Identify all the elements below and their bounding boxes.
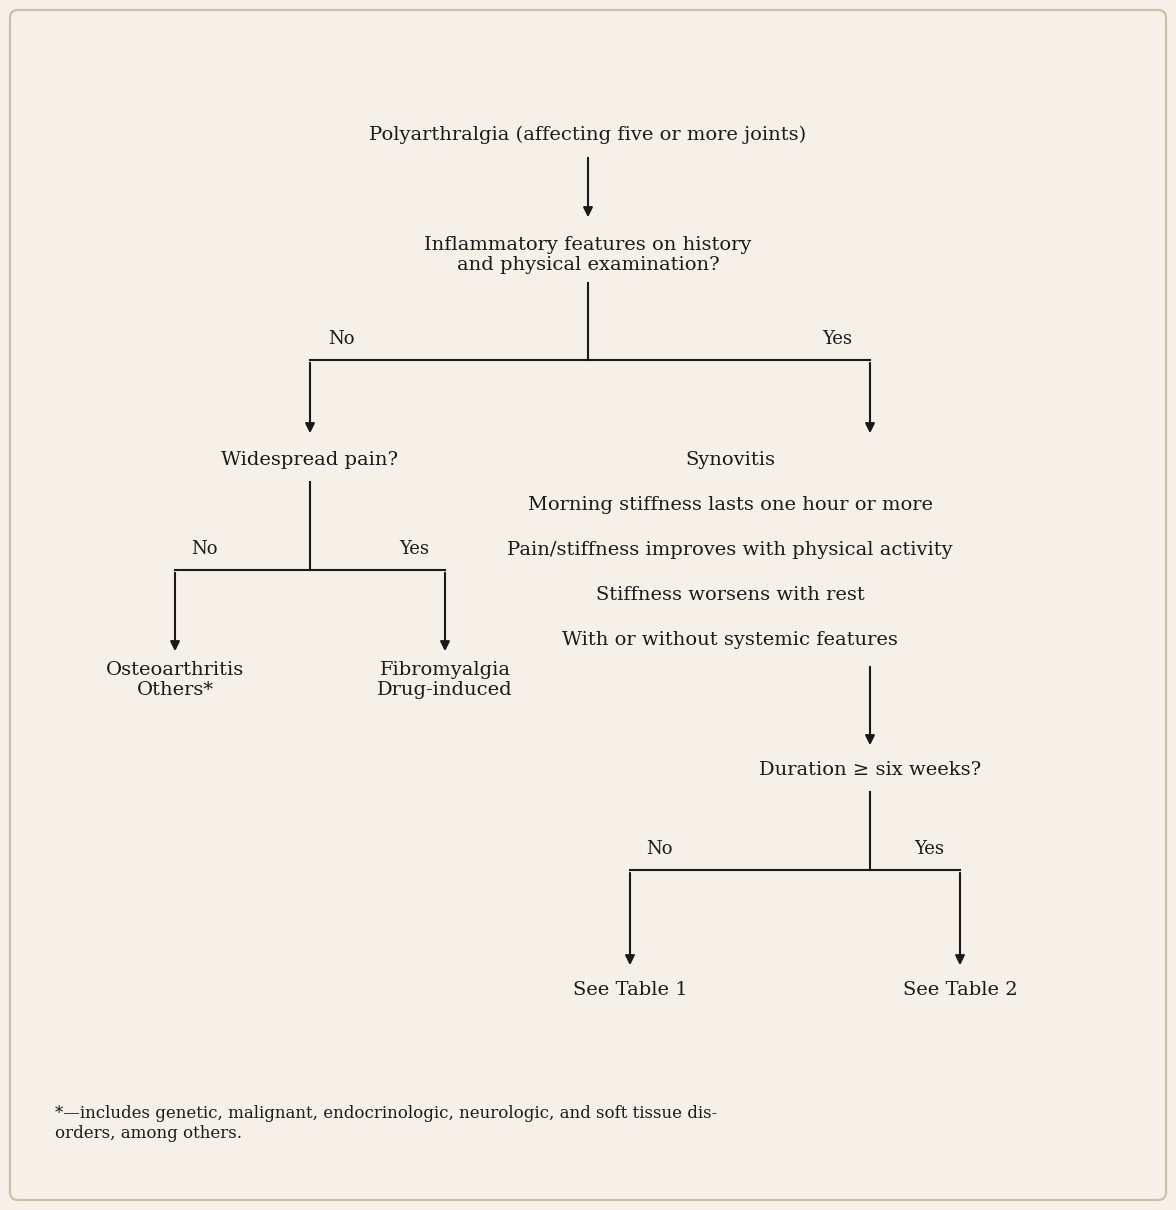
Text: Polyarthralgia (affecting five or more joints): Polyarthralgia (affecting five or more j… [369, 126, 807, 144]
Text: Morning stiffness lasts one hour or more: Morning stiffness lasts one hour or more [528, 496, 933, 514]
Text: See Table 1: See Table 1 [573, 981, 687, 999]
Text: With or without systemic features: With or without systemic features [562, 630, 898, 649]
Text: Yes: Yes [914, 840, 944, 858]
Text: No: No [646, 840, 673, 858]
Text: Pain/stiffness improves with physical activity: Pain/stiffness improves with physical ac… [507, 541, 953, 559]
Text: Osteoarthritis
Others*: Osteoarthritis Others* [106, 661, 245, 699]
Text: Inflammatory features on history
and physical examination?: Inflammatory features on history and phy… [425, 236, 751, 275]
Text: Widespread pain?: Widespread pain? [221, 451, 399, 469]
Text: No: No [191, 540, 218, 558]
Text: Duration ≥ six weeks?: Duration ≥ six weeks? [759, 761, 981, 779]
FancyBboxPatch shape [11, 10, 1165, 1200]
Text: See Table 2: See Table 2 [903, 981, 1017, 999]
Text: No: No [328, 330, 354, 348]
Text: Synovitis: Synovitis [684, 451, 775, 469]
Text: Yes: Yes [399, 540, 429, 558]
Text: Fibromyalgia
Drug-induced: Fibromyalgia Drug-induced [377, 661, 513, 699]
Text: Yes: Yes [822, 330, 851, 348]
Text: Stiffness worsens with rest: Stiffness worsens with rest [595, 586, 864, 604]
Text: *—includes genetic, malignant, endocrinologic, neurologic, and soft tissue dis-
: *—includes genetic, malignant, endocrino… [55, 1105, 717, 1141]
